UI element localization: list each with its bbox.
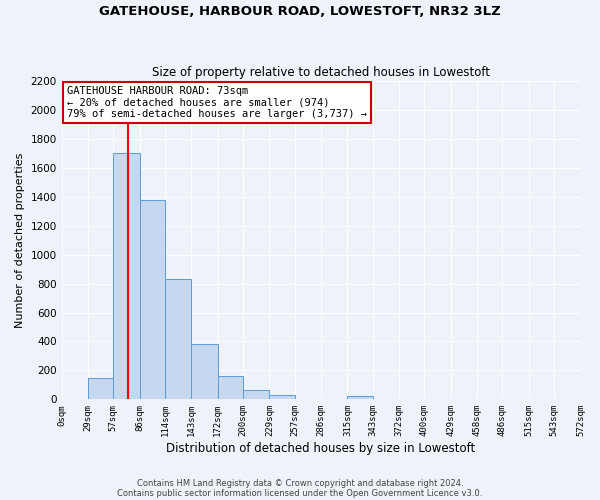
Bar	[113, 154, 140, 400]
Bar	[218, 376, 243, 400]
Bar	[165, 280, 191, 400]
Bar	[88, 378, 113, 400]
Bar	[191, 344, 218, 400]
Bar	[347, 396, 373, 400]
Bar	[269, 395, 295, 400]
Text: Contains public sector information licensed under the Open Government Licence v3: Contains public sector information licen…	[118, 488, 482, 498]
Title: Size of property relative to detached houses in Lowestoft: Size of property relative to detached ho…	[152, 66, 490, 78]
Text: GATEHOUSE HARBOUR ROAD: 73sqm
← 20% of detached houses are smaller (974)
79% of : GATEHOUSE HARBOUR ROAD: 73sqm ← 20% of d…	[67, 86, 367, 119]
Y-axis label: Number of detached properties: Number of detached properties	[15, 152, 25, 328]
Bar	[243, 390, 269, 400]
Bar	[140, 200, 165, 400]
X-axis label: Distribution of detached houses by size in Lowestoft: Distribution of detached houses by size …	[166, 442, 476, 455]
Text: Contains HM Land Registry data © Crown copyright and database right 2024.: Contains HM Land Registry data © Crown c…	[137, 478, 463, 488]
Text: GATEHOUSE, HARBOUR ROAD, LOWESTOFT, NR32 3LZ: GATEHOUSE, HARBOUR ROAD, LOWESTOFT, NR32…	[99, 5, 501, 18]
